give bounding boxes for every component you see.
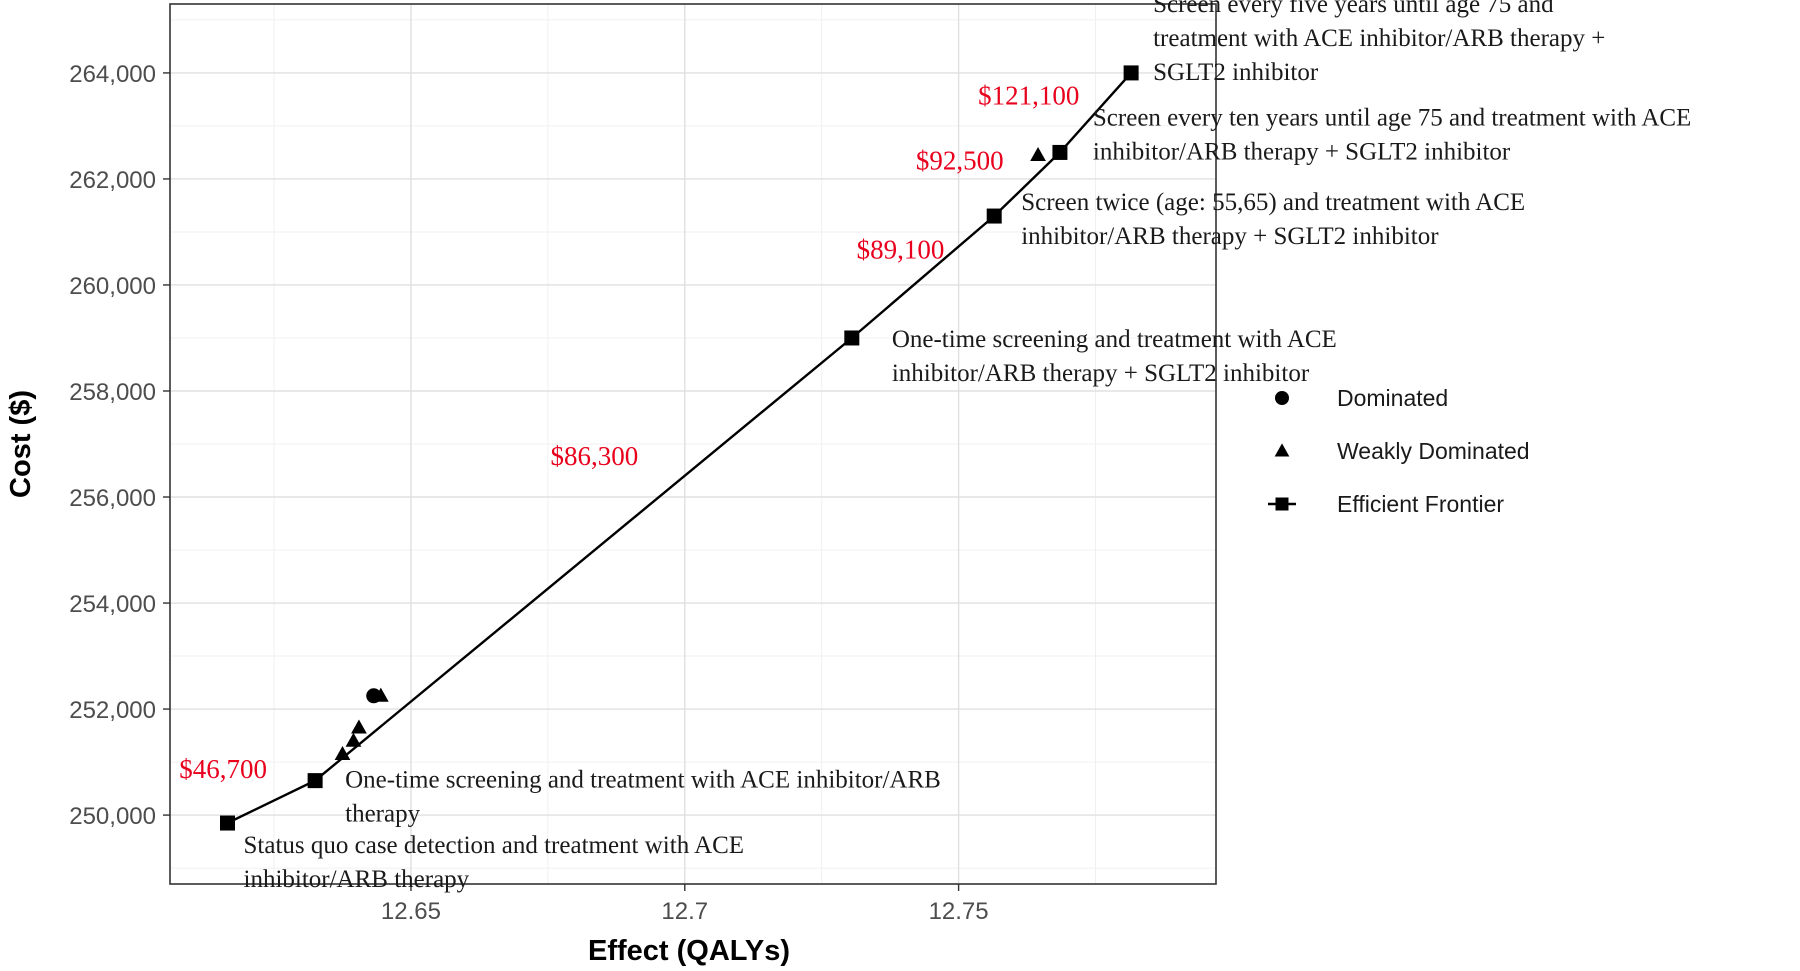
weakly-dominated-point	[345, 732, 362, 747]
strategy-label-line: Screen every five years until age 75 and	[1153, 0, 1554, 18]
strategy-label: One-time screening and treatment with AC…	[892, 326, 1337, 387]
y-tick-label: 254,000	[69, 591, 156, 618]
x-tick-label: 12.7	[661, 898, 708, 925]
major-gridlines	[170, 4, 1216, 884]
y-axis-title: Cost ($)	[5, 390, 37, 498]
legend-circle-icon	[1275, 391, 1289, 405]
legend-item: Dominated	[1275, 385, 1448, 411]
strategy-label-line: inhibitor/ARB therapy + SGLT2 inhibitor	[892, 360, 1310, 387]
strategy-label-line: treatment with ACE inhibitor/ARB therapy…	[1153, 25, 1605, 52]
frontier-point	[307, 773, 323, 789]
frontier-point	[844, 330, 860, 346]
weakly-dominated-point	[334, 745, 351, 761]
strategy-label-line: One-time screening and treatment with AC…	[345, 767, 941, 794]
y-tick-label: 258,000	[69, 379, 156, 406]
strategy-label-line: Status quo case detection and treatment …	[244, 832, 745, 859]
strategy-label: Screen every five years until age 75 and…	[1153, 0, 1605, 86]
efficient-frontier-line	[226, 72, 1132, 825]
legend: Dominated Weakly Dominated Efficient Front…	[1268, 385, 1530, 517]
x-axis-ticks: 12.65 12.7 12.75	[381, 884, 989, 925]
strategy-label: Status quo case detection and treatment …	[244, 832, 745, 893]
legend-label: Dominated	[1337, 385, 1448, 411]
weakly-dominated-point	[1030, 146, 1046, 161]
minor-gridlines	[170, 4, 1216, 884]
strategy-label-line: SGLT2 inhibitor	[1153, 59, 1319, 86]
strategy-label: One-time screening and treatment with AC…	[345, 767, 941, 828]
efficient-frontier-path	[226, 72, 1132, 825]
strategy-label: Screen twice (age: 55,65) and treatment …	[1021, 189, 1525, 250]
strategy-label-line: therapy	[345, 801, 420, 828]
icer-label: $89,100	[857, 234, 945, 264]
legend-label: Weakly Dominated	[1337, 438, 1530, 464]
icer-label: $46,700	[179, 754, 267, 784]
x-tick-label: 12.65	[381, 898, 441, 925]
plot-panel-border	[169, 3, 1217, 885]
strategy-label-line: inhibitor/ARB therapy	[244, 866, 470, 893]
y-tick-label: 260,000	[69, 273, 156, 300]
icer-labels: $46,700 $86,300 $89,100 $92,500 $121,100	[179, 81, 1079, 784]
legend-triangle-icon	[1274, 443, 1290, 457]
data-points	[220, 65, 1139, 831]
icer-label: $121,100	[978, 81, 1079, 111]
y-tick-label: 252,000	[69, 697, 156, 724]
x-tick-label: 12.75	[929, 898, 989, 925]
y-tick-label: 264,000	[69, 61, 156, 88]
frontier-point	[1052, 144, 1068, 160]
strategy-label-line: Screen twice (age: 55,65) and treatment …	[1021, 189, 1525, 216]
frontier-point	[1123, 65, 1139, 81]
legend-label: Efficient Frontier	[1337, 491, 1504, 517]
strategy-label-line: One-time screening and treatment with AC…	[892, 326, 1337, 353]
x-axis-title: Effect (QALYs)	[588, 935, 790, 967]
legend-square-icon	[1275, 497, 1289, 511]
y-tick-label: 250,000	[69, 803, 156, 830]
frontier-point	[986, 208, 1002, 224]
strategy-label-line: inhibitor/ARB therapy + SGLT2 inhibitor	[1021, 223, 1439, 250]
y-tick-label: 256,000	[69, 485, 156, 512]
strategy-label-line: Screen every ten years until age 75 and …	[1093, 104, 1691, 131]
strategy-label: Screen every ten years until age 75 and …	[1093, 104, 1691, 165]
weakly-dominated-point	[351, 719, 367, 734]
icer-label: $86,300	[551, 441, 639, 471]
icer-label: $92,500	[916, 145, 1004, 175]
strategy-labels: Status quo case detection and treatment …	[244, 0, 1692, 893]
y-axis-ticks: 250,000 252,000 254,000 256,000 258,000 260,0…	[69, 61, 170, 830]
legend-item: Weakly Dominated	[1274, 438, 1530, 464]
y-tick-label: 262,000	[69, 167, 156, 194]
strategy-label-line: inhibitor/ARB therapy + SGLT2 inhibitor	[1093, 138, 1511, 165]
weakly-dominated-point	[372, 687, 389, 702]
frontier-point	[220, 815, 236, 831]
legend-item: Efficient Frontier	[1268, 491, 1504, 517]
